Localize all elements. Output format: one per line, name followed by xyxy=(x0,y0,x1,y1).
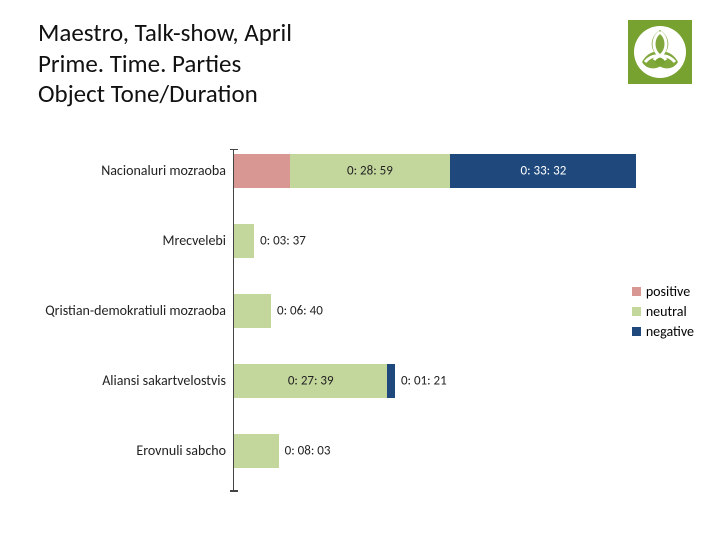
segment-value: 0: 01: 21 xyxy=(401,374,447,389)
segment-value: 0: 28: 59 xyxy=(347,164,393,179)
legend-item-negative: negative xyxy=(632,323,694,340)
category-label: Nacionaluri mozraoba xyxy=(6,163,226,178)
bar-segment-neutral: 0: 27: 39 xyxy=(234,364,387,398)
legend-label: positive xyxy=(646,283,690,300)
legend-swatch xyxy=(632,287,641,296)
category-label: Aliansi sakartvelostvis xyxy=(6,373,226,388)
category-label: Mrecvelebi xyxy=(6,233,226,248)
bar-row: 0: 06: 40 xyxy=(234,294,603,328)
bar-row: 0: 28: 59 0: 33: 32 xyxy=(234,154,603,188)
bar-segment-neutral: 0: 28: 59 xyxy=(290,154,451,188)
bar-segment-negative: 0: 33: 32 xyxy=(450,154,636,188)
tone-duration-chart: 0: 28: 59 0: 33: 32 0: 03: 37 0: 06: 40 0: 2… xyxy=(0,130,720,530)
leaf-knot-icon xyxy=(628,20,692,84)
legend-swatch xyxy=(632,307,641,316)
legend-item-positive: positive xyxy=(632,283,694,300)
plot-area: 0: 28: 59 0: 33: 32 0: 03: 37 0: 06: 40 0: 2… xyxy=(233,150,603,490)
bar-row: 0: 27: 39 0: 01: 21 xyxy=(234,364,603,398)
title-line-3: Object Tone/Duration xyxy=(38,79,292,110)
bar-segment-neutral: 0: 03: 37 xyxy=(234,224,254,258)
segment-value: 0: 08: 03 xyxy=(285,444,331,459)
legend-label: negative xyxy=(646,323,694,340)
bar-row: 0: 03: 37 xyxy=(234,224,603,258)
segment-value: 0: 06: 40 xyxy=(277,304,323,319)
brand-logo xyxy=(628,20,692,84)
bar-segment-negative: 0: 01: 21 xyxy=(387,364,394,398)
bar-segment-positive xyxy=(234,154,290,188)
title-line-1: Maestro, Talk-show, April xyxy=(38,18,292,49)
legend-label: neutral xyxy=(646,303,687,320)
bar-row: 0: 08: 03 xyxy=(234,434,603,468)
legend-swatch xyxy=(632,327,641,336)
bar-segment-neutral: 0: 08: 03 xyxy=(234,434,279,468)
bar-stack: 0: 08: 03 xyxy=(234,434,279,468)
chart-title: Maestro, Talk-show, April Prime. Time. P… xyxy=(38,18,292,110)
bar-stack: 0: 28: 59 0: 33: 32 xyxy=(234,154,636,188)
legend: positive neutral negative xyxy=(632,280,694,343)
bar-stack: 0: 06: 40 xyxy=(234,294,271,328)
segment-value: 0: 27: 39 xyxy=(288,374,334,389)
bar-stack: 0: 27: 39 0: 01: 21 xyxy=(234,364,395,398)
category-label: Qristian-demokratiuli mozraoba xyxy=(6,303,226,318)
bar-segment-neutral: 0: 06: 40 xyxy=(234,294,271,328)
bar-stack: 0: 03: 37 xyxy=(234,224,254,258)
segment-value: 0: 03: 37 xyxy=(260,234,306,249)
category-label: Erovnuli sabcho xyxy=(6,443,226,458)
legend-item-neutral: neutral xyxy=(632,303,694,320)
title-line-2: Prime. Time. Parties xyxy=(38,49,292,80)
segment-value: 0: 33: 32 xyxy=(521,164,567,179)
